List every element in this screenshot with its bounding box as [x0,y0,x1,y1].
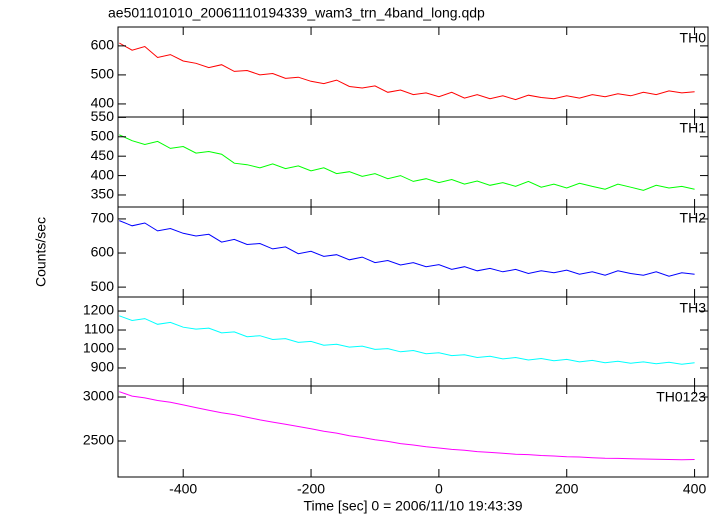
panel-frame [117,26,709,118]
y-tick-label: 400 [91,95,115,111]
y-tick-label: 400 [91,166,115,182]
y-tick-label: 500 [91,66,115,82]
panel-frame [117,296,709,387]
panel-label: TH0123 [656,389,706,405]
chart-title: ae501101010_20061110194339_wam3_trn_4ban… [108,5,485,21]
x-tick-label: 400 [683,481,707,497]
x-tick-label: -200 [297,481,325,497]
y-tick-label: 450 [91,147,115,163]
panel-label: TH1 [680,120,707,136]
panel-label: TH2 [680,210,707,226]
series-line [119,42,695,101]
y-tick-label: 900 [91,359,115,375]
x-tick-label: -400 [169,481,197,497]
y-tick-label: 500 [91,278,115,294]
panel-frame [117,206,709,298]
panel-label: TH0 [680,30,707,46]
x-axis-label: Time [sec] 0 = 2006/11/10 19:43:39 [303,498,522,514]
y-axis-label: Counts/sec [33,217,49,287]
y-tick-label: 350 [91,186,115,202]
y-tick-label: 600 [91,37,115,53]
y-tick-label: 700 [91,210,115,226]
x-tick-label: 0 [435,481,443,497]
y-tick-label: 600 [91,244,115,260]
series-line [119,391,695,461]
y-tick-label: 3000 [83,388,114,404]
series-line [119,220,695,277]
series-line [119,315,695,365]
panel-frame [117,385,709,478]
panel-label: TH3 [680,300,707,316]
y-tick-label: 1200 [83,302,114,318]
y-tick-label: 2500 [83,432,114,448]
y-tick-label: 1000 [83,340,114,356]
panel-frame [117,116,709,208]
y-tick-label: 1100 [84,321,114,337]
x-tick-label: 200 [555,481,579,497]
series-line [119,134,695,191]
y-tick-label: 550 [91,108,115,124]
y-tick-label: 500 [91,127,115,143]
